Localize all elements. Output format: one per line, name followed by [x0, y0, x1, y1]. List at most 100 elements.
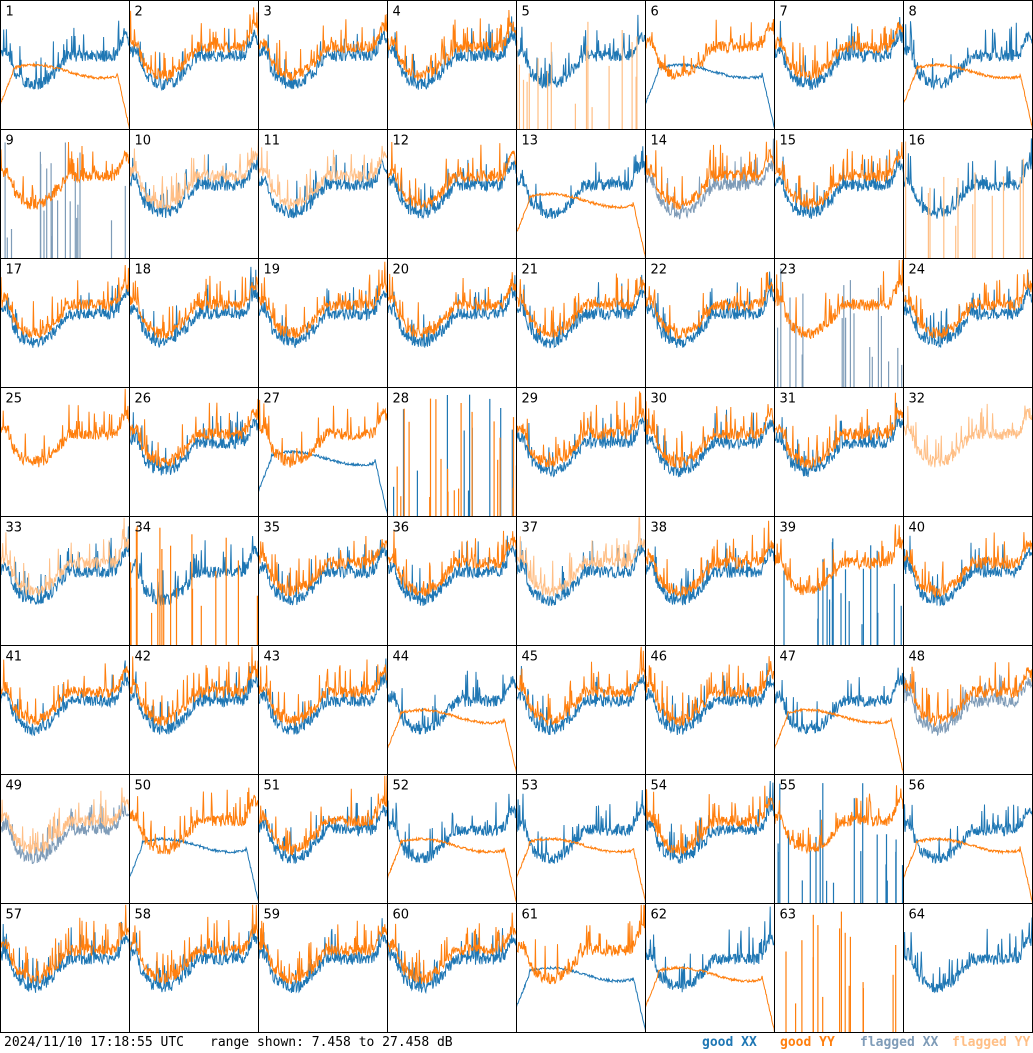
series-xx-good	[258, 449, 388, 515]
panel-label: 4	[393, 5, 401, 20]
panel-label: 21	[522, 263, 539, 278]
panel-51: 51	[258, 774, 388, 904]
series-xx-good	[129, 836, 259, 902]
panel-border	[0, 258, 130, 388]
series-yy-good	[645, 401, 775, 469]
panel-label: 2	[135, 5, 143, 20]
panel-label: 22	[651, 263, 668, 278]
series-yy-good	[516, 391, 646, 468]
series-yy-good	[645, 271, 775, 340]
panel-label: 31	[780, 392, 797, 407]
range-shown: range shown: 7.458 to 27.458 dB	[210, 1035, 453, 1050]
panel-border	[0, 387, 130, 517]
series-yy-good	[903, 836, 1033, 904]
panel-border	[903, 774, 1033, 904]
panel-border	[387, 774, 517, 904]
panel-label: 28	[393, 392, 410, 407]
panel-border	[129, 387, 259, 517]
series-yy-flagged	[129, 133, 259, 210]
panel-label: 25	[6, 392, 23, 407]
panel-label: 39	[780, 521, 797, 536]
series-yy-good	[258, 775, 388, 856]
panel-label: 60	[393, 908, 410, 923]
legend-good-xx: good XX	[702, 1035, 757, 1050]
panel-label: 9	[6, 134, 14, 149]
series-xx-good	[387, 535, 517, 606]
series-yy-good	[0, 659, 130, 726]
series-xx-good	[258, 918, 388, 994]
panel-42: 42	[129, 645, 259, 775]
panel-61: 61	[516, 903, 646, 1033]
panel-48: 48	[903, 645, 1033, 775]
series-xx-good	[516, 14, 646, 89]
panel-label: 47	[780, 650, 797, 665]
panel-25: 25	[0, 387, 130, 517]
panel-15: 15	[774, 129, 904, 259]
series-xx-good	[129, 913, 259, 993]
panel-7: 7	[774, 0, 904, 130]
series-xx-good	[903, 138, 1033, 219]
panel-label: 12	[393, 134, 410, 149]
panel-58: 58	[129, 903, 259, 1033]
series-yy-good	[387, 9, 517, 81]
panel-57: 57	[0, 903, 130, 1033]
panel-50: 50	[129, 774, 259, 904]
series-xx-good	[903, 535, 1033, 607]
series-xx-flagged	[0, 799, 130, 865]
panel-35: 35	[258, 516, 388, 646]
series-yy-flagged	[0, 517, 130, 597]
panel-21: 21	[516, 258, 646, 388]
panel-19: 19	[258, 258, 388, 388]
panel-1: 1	[0, 0, 130, 130]
panel-24: 24	[903, 258, 1033, 388]
series-xx-good	[387, 275, 517, 348]
panel-label: 37	[522, 521, 539, 536]
timestamp: 2024/11/10 17:18:55 UTC	[4, 1035, 185, 1050]
panel-11: 11	[258, 129, 388, 259]
panel-border	[645, 645, 775, 775]
series-xx-good	[516, 146, 646, 219]
panel-label: 36	[393, 521, 410, 536]
panel-26: 26	[129, 387, 259, 517]
series-xx-good	[903, 21, 1033, 91]
legend-good-yy: good YY	[780, 1035, 835, 1050]
series-yy-good	[258, 920, 388, 985]
series-yy-good	[0, 904, 130, 984]
panel-label: 52	[393, 779, 410, 794]
panel-53: 53	[516, 774, 646, 904]
panel-label: 15	[780, 134, 797, 149]
panel-label: 19	[264, 263, 281, 278]
series-yy-good	[903, 532, 1033, 598]
series-xx-good	[645, 409, 775, 478]
panel-12: 12	[387, 129, 517, 259]
panel-40: 40	[903, 516, 1033, 646]
panel-border	[129, 516, 259, 646]
series-yy-good	[645, 520, 775, 597]
panel-33: 33	[0, 516, 130, 646]
panel-label: 1	[6, 5, 14, 20]
panel-label: 62	[651, 908, 668, 923]
series-yy-good	[387, 529, 517, 597]
series-xx-good	[387, 793, 517, 864]
series-yy-good	[774, 259, 904, 339]
series-yy-good	[129, 7, 259, 82]
series-yy-good	[516, 836, 646, 904]
panel-label: 40	[909, 521, 926, 536]
panel-label: 59	[264, 908, 281, 923]
series-xx-good	[774, 16, 904, 91]
panel-border	[387, 129, 517, 259]
panel-label: 38	[651, 521, 668, 536]
panel-label: 45	[522, 650, 539, 665]
series-xx-good	[516, 665, 646, 736]
series-yy-good	[0, 264, 130, 339]
panel-36: 36	[387, 516, 517, 646]
panel-border	[903, 387, 1033, 517]
panel-label: 18	[135, 263, 152, 278]
series-yy-good	[258, 399, 388, 468]
panel-label: 53	[522, 779, 539, 794]
panel-60: 60	[387, 903, 517, 1033]
legend-flagged-xx: flagged XX	[860, 1035, 939, 1050]
panel-28: 28	[387, 387, 517, 517]
panel-label: 30	[651, 392, 668, 407]
panel-4: 4	[387, 0, 517, 130]
